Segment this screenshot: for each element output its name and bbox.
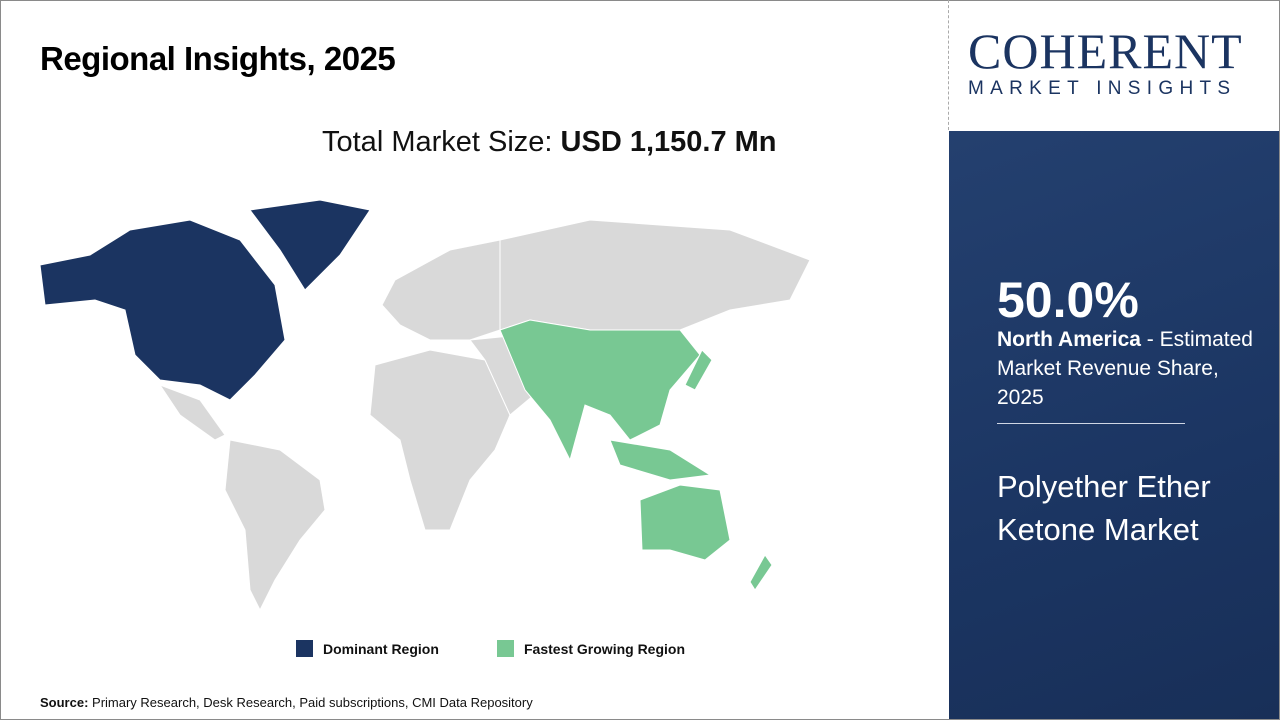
share-value: 50.0% (997, 272, 1139, 328)
legend-label: Fastest Growing Region (524, 640, 686, 657)
japan (684, 349, 713, 391)
region-name: North America (997, 328, 1141, 351)
logo: COHERENT MARKET INSIGHTS (968, 23, 1260, 100)
russia (499, 219, 811, 331)
panel-divider (997, 423, 1185, 424)
australia (639, 484, 731, 561)
logo-tagline: MARKET INSIGHTS (968, 78, 1237, 99)
source-text: Primary Research, Desk Research, Paid su… (88, 695, 533, 710)
world-map (39, 199, 811, 612)
greenland (249, 199, 371, 291)
total-value: USD 1,150.7 Mn (560, 126, 777, 158)
indonesia (609, 439, 712, 481)
share-caption: - Estimated Market Revenue Share, 2025 (997, 328, 1253, 409)
north-america (39, 219, 286, 401)
legend-label: Dominant Region (323, 640, 439, 657)
logo-wordmark: COHERENT (968, 23, 1243, 79)
africa (369, 349, 511, 531)
south-america (224, 439, 326, 612)
dominant-region (39, 199, 371, 401)
source-label: Source: (40, 695, 89, 710)
share-description: North America - Estimated Market Revenue… (997, 325, 1267, 412)
new-zealand (749, 554, 773, 591)
dominant-swatch (296, 640, 313, 657)
market-name: Polyether Ether Ketone Market (997, 469, 1211, 547)
highlight-panel: 50.0% North America - Estimated Market R… (949, 131, 1279, 719)
europe (381, 239, 501, 341)
source-note: Source: Primary Research, Desk Research,… (40, 695, 533, 710)
legend-fastest: Fastest Growing Region (497, 640, 685, 657)
page-title: Regional Insights, 2025 (40, 40, 396, 77)
fastest-growing-region (499, 319, 773, 591)
divider (948, 0, 949, 130)
legend-dominant: Dominant Region (296, 640, 439, 657)
total-label: Total Market Size: (322, 126, 561, 158)
asia (499, 319, 701, 462)
fastest-swatch (497, 640, 514, 657)
total-market-size: Total Market Size: USD 1,150.7 Mn (322, 126, 777, 159)
central-america (158, 383, 226, 441)
